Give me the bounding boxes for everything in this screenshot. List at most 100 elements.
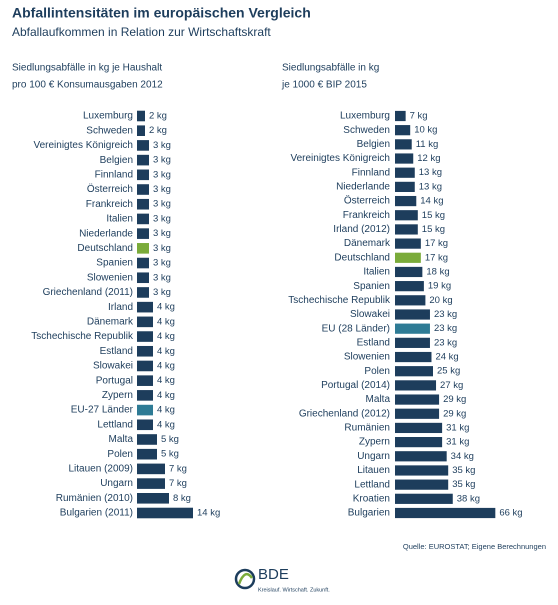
category-label: Lettland	[97, 419, 133, 430]
value-label: 4 kg	[157, 302, 175, 313]
value-label: 8 kg	[173, 493, 191, 504]
value-label: 7 kg	[169, 463, 187, 474]
bar	[137, 272, 149, 284]
subtitle: Abfallaufkommen in Relation zur Wirtscha…	[12, 25, 271, 39]
bar	[395, 139, 412, 150]
bar	[395, 110, 406, 122]
bar	[137, 140, 149, 151]
title: Abfallintensitäten im europäischen Vergl…	[12, 5, 311, 21]
bar	[137, 110, 145, 122]
bar	[137, 493, 169, 504]
value-label: 29 kg	[443, 394, 466, 405]
value-label: 2 kg	[149, 125, 167, 136]
bar	[395, 281, 424, 292]
category-label: Zypern	[102, 390, 133, 401]
value-label: 4 kg	[157, 360, 175, 371]
chart-title: Siedlungsabfälle in kg je Haushalt	[12, 63, 162, 74]
value-label: 3 kg	[153, 155, 171, 166]
category-label: Portugal (2014)	[321, 380, 390, 391]
value-label: 4 kg	[157, 316, 175, 327]
value-label: 15 kg	[422, 210, 445, 221]
bar	[137, 316, 153, 328]
value-label: 4 kg	[157, 390, 175, 401]
value-label: 17 kg	[425, 238, 448, 249]
category-label: Slowenien	[87, 272, 133, 283]
bar	[137, 390, 153, 401]
value-label: 7 kg	[169, 478, 187, 489]
category-label: Rumänien (2010)	[56, 493, 133, 504]
chart-title: je 1000 € BIP 2015	[281, 80, 367, 91]
value-label: 24 kg	[435, 352, 458, 363]
bar	[395, 224, 418, 235]
bar	[395, 295, 426, 306]
value-label: 2 kg	[149, 111, 167, 122]
bar	[395, 238, 421, 249]
bar	[137, 198, 149, 210]
category-label: Österreich	[87, 183, 133, 195]
value-label: 12 kg	[417, 153, 440, 164]
value-label: 11 kg	[416, 139, 439, 150]
category-label: Litauen (2009)	[69, 464, 134, 475]
bar	[137, 154, 149, 166]
chart-title: Siedlungsabfälle in kg	[282, 63, 379, 74]
category-label: Vereinigtes Königreich	[33, 140, 133, 151]
category-label: Zypern	[359, 437, 390, 448]
bar	[137, 434, 157, 445]
category-label: Luxemburg	[83, 111, 133, 122]
bar	[137, 257, 149, 269]
category-label: Bulgarien (2011)	[60, 508, 133, 519]
category-label: Niederlande	[79, 228, 133, 239]
category-label: Italien	[363, 267, 390, 278]
value-label: 5 kg	[161, 434, 179, 445]
category-label: Finnland	[95, 169, 133, 180]
bar	[137, 404, 153, 416]
value-label: 4 kg	[157, 419, 175, 430]
category-label: Rumänien	[344, 423, 390, 434]
category-label: Luxemburg	[340, 111, 390, 122]
bar	[395, 181, 415, 192]
value-label: 35 kg	[452, 465, 475, 476]
value-label: 25 kg	[437, 366, 460, 377]
bar	[395, 309, 430, 320]
value-label: 5 kg	[161, 449, 179, 460]
bar	[395, 153, 414, 164]
category-label: Schweden	[343, 125, 390, 136]
category-label: EU (28 Länder)	[322, 323, 390, 334]
category-label: Litauen	[357, 465, 390, 476]
bar	[395, 507, 496, 519]
value-label: 17 kg	[425, 252, 448, 263]
category-label: Ungarn	[100, 478, 133, 489]
value-label: 27 kg	[440, 380, 463, 391]
value-label: 19 kg	[428, 281, 451, 292]
value-label: 29 kg	[443, 408, 466, 419]
bar	[137, 125, 145, 136]
logo-tagline: Kreislauf. Wirtschaft. Zukunft.	[258, 587, 330, 593]
value-label: 23 kg	[434, 337, 457, 348]
category-label: Belgien	[100, 155, 133, 166]
category-label: Estland	[357, 337, 390, 348]
category-label: Estland	[100, 346, 133, 357]
category-label: Slowakei	[350, 309, 390, 320]
category-label: Portugal	[96, 375, 133, 386]
bar	[395, 125, 411, 136]
value-label: 3 kg	[153, 272, 171, 283]
category-label: Slowenien	[344, 352, 390, 363]
value-label: 3 kg	[153, 184, 171, 195]
bar	[395, 323, 430, 334]
source: Quelle: EUROSTAT; Eigene Berechnungen	[403, 542, 546, 551]
bar	[395, 337, 430, 348]
value-label: 3 kg	[153, 169, 171, 180]
category-label: Polen	[107, 449, 133, 460]
category-label: Frankreich	[86, 199, 133, 210]
value-label: 15 kg	[422, 224, 445, 235]
value-label: 14 kg	[420, 196, 443, 207]
bar	[137, 478, 165, 489]
category-label: Niederlande	[336, 182, 390, 193]
bar	[395, 195, 417, 207]
category-label: Vereinigtes Königreich	[290, 153, 390, 164]
bar	[395, 380, 437, 391]
bar	[395, 465, 449, 476]
bar	[395, 167, 415, 178]
value-label: 4 kg	[157, 375, 175, 386]
